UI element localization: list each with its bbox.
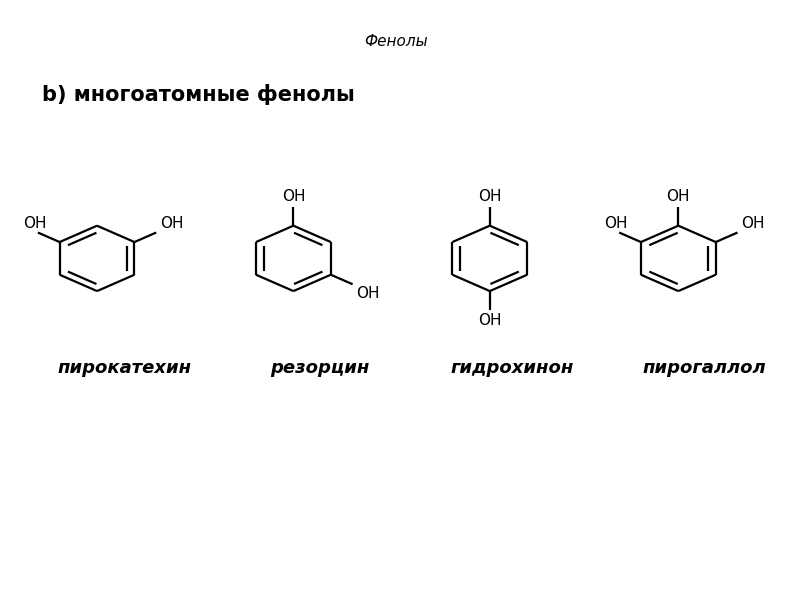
Text: пирогаллол: пирогаллол: [643, 359, 766, 377]
Text: пирокатехин: пирокатехин: [58, 359, 192, 377]
Text: OH: OH: [604, 216, 627, 231]
Text: b) многоатомные фенолы: b) многоатомные фенолы: [42, 85, 355, 106]
Text: резорцин: резорцин: [270, 359, 370, 377]
Text: гидрохинон: гидрохинон: [450, 359, 574, 377]
Text: OH: OH: [356, 286, 379, 301]
Text: OH: OH: [478, 188, 502, 204]
Text: OH: OH: [160, 216, 183, 231]
Text: OH: OH: [666, 188, 690, 204]
Text: OH: OH: [478, 313, 502, 328]
Text: Фенолы: Фенолы: [364, 34, 427, 49]
Text: OH: OH: [282, 188, 305, 204]
Text: OH: OH: [741, 216, 765, 231]
Text: OH: OH: [22, 216, 46, 231]
